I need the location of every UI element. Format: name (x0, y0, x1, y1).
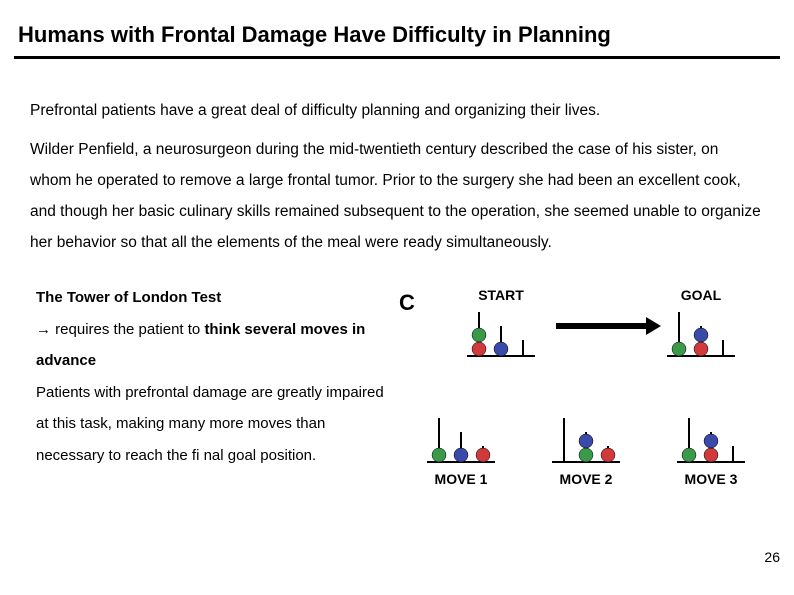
body-text: Prefrontal patients have a great deal of… (0, 59, 794, 258)
svg-text:MOVE 2: MOVE 2 (560, 471, 613, 487)
lower-section: The Tower of London Test → requires the … (0, 258, 794, 496)
tower-diagram-svg: C START GOAL MOVE 1 MOVE 2 MOVE 3 (391, 286, 771, 496)
slide-title: Humans with Frontal Damage Have Difficul… (0, 0, 794, 56)
tower-heading: The Tower of London Test (36, 282, 391, 314)
svg-text:MOVE 3: MOVE 3 (685, 471, 738, 487)
tower-line-1: → requires the patient to think several … (36, 314, 391, 377)
svg-text:MOVE 1: MOVE 1 (435, 471, 488, 487)
tower-diagram: C START GOAL MOVE 1 MOVE 2 MOVE 3 (391, 282, 776, 496)
paragraph-2: Wilder Penfield, a neurosurgeon during t… (30, 134, 764, 258)
svg-text:START: START (478, 287, 524, 303)
svg-text:GOAL: GOAL (681, 287, 722, 303)
tower-text: The Tower of London Test → requires the … (36, 282, 391, 496)
svg-text:C: C (399, 290, 415, 315)
paragraph-1: Prefrontal patients have a great deal of… (30, 95, 764, 126)
tower-line-1-prefix: → requires the patient to (36, 321, 204, 338)
tower-line-2: Patients with prefrontal damage are grea… (36, 377, 391, 472)
page-number: 26 (764, 549, 780, 565)
